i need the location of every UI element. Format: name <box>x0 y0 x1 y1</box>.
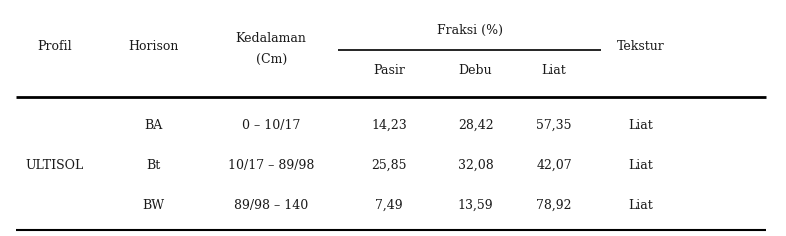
Text: ULTISOL: ULTISOL <box>26 159 84 172</box>
Text: Kedalaman: Kedalaman <box>236 32 307 45</box>
Text: 10/17 – 89/98: 10/17 – 89/98 <box>228 159 314 172</box>
Text: Bt: Bt <box>146 159 160 172</box>
Text: 57,35: 57,35 <box>536 118 572 132</box>
Text: Liat: Liat <box>542 64 567 77</box>
Text: 25,85: 25,85 <box>371 159 407 172</box>
Text: Liat: Liat <box>628 199 653 212</box>
Text: Pasir: Pasir <box>373 64 405 77</box>
Text: Horison: Horison <box>128 40 178 53</box>
Text: BA: BA <box>144 118 163 132</box>
Text: 32,08: 32,08 <box>457 159 494 172</box>
Text: BW: BW <box>142 199 164 212</box>
Text: 89/98 – 140: 89/98 – 140 <box>234 199 308 212</box>
Text: 7,49: 7,49 <box>375 199 403 212</box>
Text: 28,42: 28,42 <box>457 118 494 132</box>
Text: 42,07: 42,07 <box>536 159 572 172</box>
Text: 13,59: 13,59 <box>457 199 494 212</box>
Text: Fraksi (%): Fraksi (%) <box>437 24 502 37</box>
Text: Liat: Liat <box>628 159 653 172</box>
Text: Profil: Profil <box>38 40 72 53</box>
Text: 78,92: 78,92 <box>536 199 572 212</box>
Text: 14,23: 14,23 <box>371 118 407 132</box>
Text: (Cm): (Cm) <box>255 53 287 66</box>
Text: Debu: Debu <box>459 64 492 77</box>
Text: 0 – 10/17: 0 – 10/17 <box>242 118 300 132</box>
Text: Liat: Liat <box>628 118 653 132</box>
Text: Tekstur: Tekstur <box>617 40 664 53</box>
